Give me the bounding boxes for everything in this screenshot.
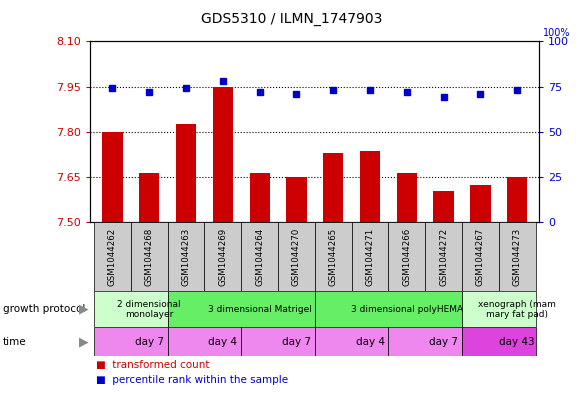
Text: GSM1044265: GSM1044265 <box>329 228 338 286</box>
Bar <box>168 327 241 356</box>
Bar <box>168 222 205 291</box>
Bar <box>286 177 307 222</box>
Text: 3 dimensional polyHEMA: 3 dimensional polyHEMA <box>351 305 463 314</box>
Bar <box>315 222 352 291</box>
Text: 2 dimensional
monolayer: 2 dimensional monolayer <box>117 299 181 319</box>
Bar <box>388 222 425 291</box>
Text: growth protocol: growth protocol <box>3 304 85 314</box>
Bar <box>241 327 315 356</box>
Bar <box>425 222 462 291</box>
Bar <box>352 222 388 291</box>
Text: day 43: day 43 <box>500 336 535 347</box>
Text: time: time <box>3 336 27 347</box>
Text: GDS5310 / ILMN_1747903: GDS5310 / ILMN_1747903 <box>201 12 382 26</box>
Bar <box>94 291 168 327</box>
Text: ▶: ▶ <box>79 303 88 316</box>
Text: GSM1044268: GSM1044268 <box>145 228 154 286</box>
Bar <box>462 291 536 327</box>
Bar <box>462 222 499 291</box>
Bar <box>278 222 315 291</box>
Bar <box>434 191 454 222</box>
Bar <box>323 153 343 222</box>
Bar <box>360 151 380 222</box>
Text: GSM1044272: GSM1044272 <box>439 228 448 286</box>
Text: day 4: day 4 <box>208 336 237 347</box>
Text: xenograph (mam
mary fat pad): xenograph (mam mary fat pad) <box>478 299 556 319</box>
Bar <box>396 173 417 222</box>
Bar <box>131 222 168 291</box>
Bar <box>250 173 270 222</box>
Text: GSM1044269: GSM1044269 <box>218 228 227 286</box>
Bar <box>103 132 122 222</box>
Text: day 7: day 7 <box>135 336 164 347</box>
Text: GSM1044262: GSM1044262 <box>108 228 117 286</box>
Bar <box>213 86 233 222</box>
Text: day 4: day 4 <box>356 336 385 347</box>
Bar <box>168 291 315 327</box>
Bar <box>470 185 490 222</box>
Text: day 7: day 7 <box>282 336 311 347</box>
Bar <box>94 327 168 356</box>
Text: GSM1044270: GSM1044270 <box>292 228 301 286</box>
Bar <box>241 222 278 291</box>
Text: GSM1044273: GSM1044273 <box>512 228 522 286</box>
Bar <box>94 222 131 291</box>
Text: GSM1044266: GSM1044266 <box>402 228 412 286</box>
Bar <box>388 327 462 356</box>
Bar <box>139 173 159 222</box>
Text: 100%: 100% <box>543 28 571 39</box>
Text: 3 dimensional Matrigel: 3 dimensional Matrigel <box>208 305 311 314</box>
Bar <box>462 327 536 356</box>
Text: ■  transformed count: ■ transformed count <box>96 360 210 370</box>
Bar <box>205 222 241 291</box>
Bar <box>315 291 462 327</box>
Bar <box>499 222 536 291</box>
Text: GSM1044263: GSM1044263 <box>181 228 191 286</box>
Text: day 7: day 7 <box>429 336 458 347</box>
Text: GSM1044267: GSM1044267 <box>476 228 485 286</box>
Bar <box>507 177 527 222</box>
Text: ▶: ▶ <box>79 335 88 348</box>
Bar <box>176 124 196 222</box>
Text: GSM1044264: GSM1044264 <box>255 228 264 286</box>
Text: GSM1044271: GSM1044271 <box>366 228 374 286</box>
Text: ■  percentile rank within the sample: ■ percentile rank within the sample <box>96 375 289 385</box>
Bar <box>315 327 388 356</box>
